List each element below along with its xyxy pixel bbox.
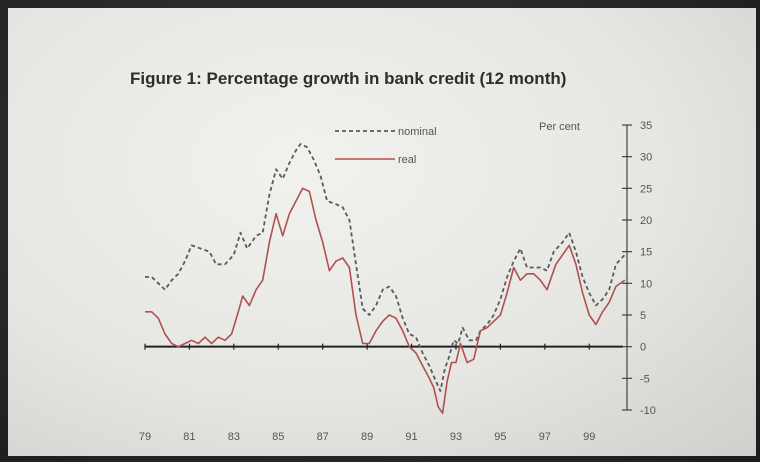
x-tick-label: 95	[494, 431, 506, 443]
chart-title: Figure 1: Percentage growth in bank cred…	[130, 69, 566, 88]
series-layer	[145, 143, 626, 414]
x-tick-label: 87	[317, 431, 329, 443]
x-tick-label: 93	[450, 431, 462, 443]
paper-sheet	[8, 8, 756, 456]
y-tick-label: 20	[640, 215, 652, 227]
y-tick-label: 15	[640, 247, 652, 259]
x-tick-label: 89	[361, 431, 373, 443]
series-line-nominal	[145, 143, 626, 392]
legend-label-nominal: nominal	[398, 126, 437, 138]
x-tick-label: 83	[228, 431, 240, 443]
x-tick-label: 81	[183, 431, 195, 443]
y-tick-label: 0	[640, 342, 646, 354]
x-tick-label: 91	[405, 431, 417, 443]
y-tick-label: 35	[640, 120, 652, 132]
legend-label-real: real	[398, 154, 416, 166]
x-tick-label: 97	[539, 431, 551, 443]
y-tick-label: 10	[640, 278, 652, 290]
y-tick-label: 5	[640, 310, 646, 322]
series-line-real	[145, 187, 626, 414]
y-tick-label: 30	[640, 152, 652, 164]
y-tick-label: -5	[640, 373, 650, 385]
axes: 35 30 25 20 15 10 5 0 -5 -10 79 81 83 85 87 89 91 93 95 97 9…	[139, 120, 656, 443]
y-tick-label: -10	[640, 405, 656, 417]
x-tick-label: 79	[139, 431, 151, 443]
x-tick-label: 85	[272, 431, 284, 443]
x-tick-label: 99	[583, 431, 595, 443]
y-tick-label: 25	[640, 183, 652, 195]
y-axis-label: Per cent	[539, 121, 580, 133]
legend: nominal real	[335, 126, 437, 166]
